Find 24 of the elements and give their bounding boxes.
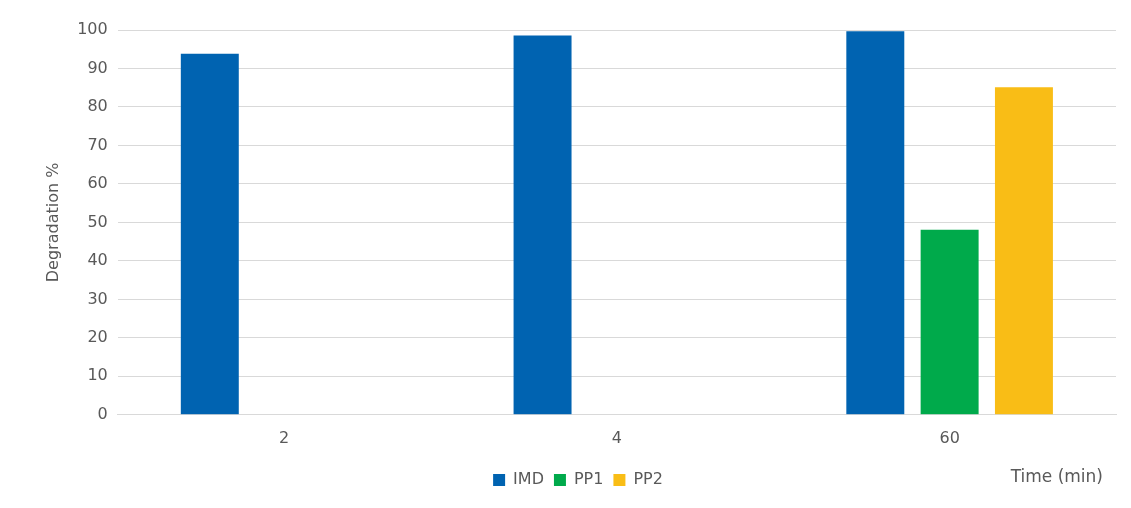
legend-label: IMD xyxy=(513,469,544,489)
y-tick-label: 90 xyxy=(87,57,108,77)
y-tick-label: 70 xyxy=(87,134,108,154)
y-tick-label: 50 xyxy=(87,211,108,231)
y-tick-label: 20 xyxy=(87,327,108,346)
bar xyxy=(513,35,572,415)
y-tick-label: 10 xyxy=(87,365,108,385)
bar xyxy=(846,31,905,415)
x-axis-title: Time (min) xyxy=(1010,466,1103,486)
x-tick-label: 2 xyxy=(279,427,290,447)
y-tick-label: 40 xyxy=(87,250,108,270)
x-tick-label: 4 xyxy=(611,427,622,447)
bar xyxy=(994,87,1053,415)
y-tick-label: 0 xyxy=(97,403,108,423)
y-tick-label: 30 xyxy=(87,288,108,308)
bar xyxy=(920,229,979,415)
y-axis-title: Degradation % xyxy=(42,162,62,283)
y-tick-label: 80 xyxy=(87,96,108,116)
legend-label: PP1 xyxy=(573,469,604,489)
y-tick-label: 100 xyxy=(77,19,108,39)
legend-label: PP2 xyxy=(633,469,663,489)
x-tick-label: 60 xyxy=(939,427,960,447)
y-tick-label: 60 xyxy=(87,173,108,193)
bar xyxy=(180,53,239,415)
